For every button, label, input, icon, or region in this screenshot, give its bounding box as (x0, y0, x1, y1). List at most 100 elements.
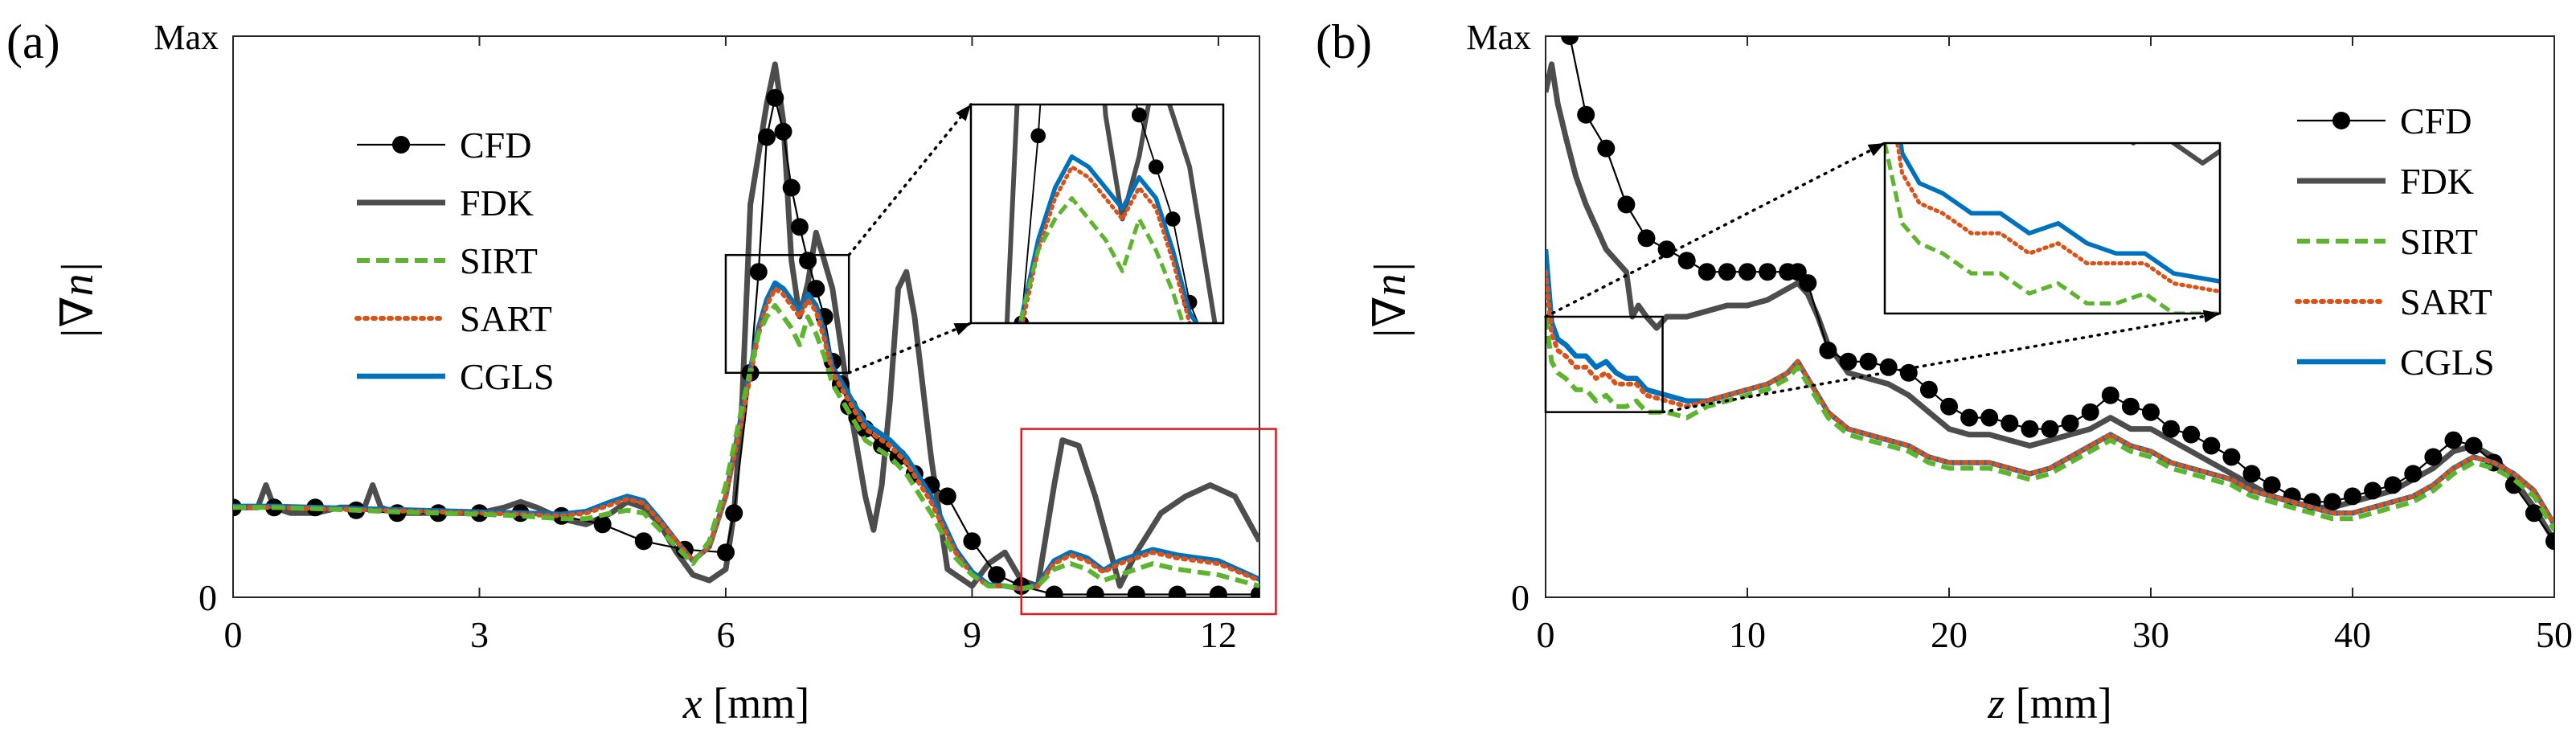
inset-cfd-marker (2340, 55, 2355, 71)
series-cfd-marker (2384, 476, 2402, 494)
series-cfd-marker (2101, 386, 2119, 404)
series-cfd-marker (2081, 403, 2099, 421)
legend-label-fdk: FDK (2400, 161, 2474, 202)
axes-frame (232, 35, 1260, 598)
inset-cfd-marker (2057, 727, 2072, 742)
inset-frame (969, 103, 1225, 325)
y-axis-label: |∇n| (53, 261, 103, 340)
series-cfd-marker (1637, 229, 1656, 248)
inset-cfd-marker (1148, 159, 1164, 175)
series-cfd-marker (2364, 482, 2382, 500)
inset-cfd-marker (459, 576, 474, 591)
x-tick-label: 3 (470, 614, 489, 655)
panel-label: (a) (6, 15, 60, 68)
inset-cfd-marker (375, 576, 390, 591)
series-cfd-marker (2182, 425, 2201, 444)
inset-cfd-marker (2455, 55, 2471, 71)
x-tick-label: 0 (224, 614, 243, 655)
inset-cfd-marker (1973, 727, 1988, 742)
series-cfd-marker (2061, 414, 2079, 432)
series-cfd-marker (1657, 240, 1676, 259)
series-cfd-marker (988, 566, 1006, 584)
inset-cfd-marker (1569, 711, 1584, 727)
series-cfd-marker (1738, 263, 1756, 281)
series-cfd-marker (963, 532, 981, 551)
inset-cfd-marker (1889, 727, 1904, 742)
series-cfd-marker (1251, 585, 1259, 597)
legend-marker-cfd (392, 136, 410, 154)
inset-cfd-marker (711, 596, 727, 612)
series-cfd-marker (1577, 105, 1595, 124)
x-axis-unit: [mm] (702, 679, 809, 727)
series-cfd-marker (1759, 263, 1777, 281)
series-cfd-marker (1677, 252, 1696, 270)
series-cfd-marker (1879, 358, 1898, 376)
inset-cfd-marker (122, 566, 137, 581)
inset-frame (1883, 141, 2222, 315)
inset-sart-line (1020, 165, 1193, 323)
inset-cfd-marker (1518, 691, 1534, 706)
x-axis-label: z [mm] (1987, 679, 2112, 727)
inset-cfd-marker (290, 576, 305, 591)
inset-plot (122, 105, 2072, 742)
series-cfd-marker (938, 487, 956, 506)
zoom-connector-arrowhead (956, 105, 971, 121)
zoom-connector-arrowhead (953, 323, 971, 335)
series-cfd-marker (634, 532, 653, 551)
series-sart-line (1546, 269, 2554, 527)
series-cfd-marker (717, 543, 735, 562)
zoom-source-box (724, 253, 850, 375)
legend-label-fdk: FDK (460, 182, 534, 223)
inset-cfd-marker (879, 644, 895, 659)
series-sirt-line (1546, 316, 2554, 531)
legend: CFD FDK SIRT SART CGLS (2295, 100, 2495, 383)
series-cfd-marker (1127, 585, 1145, 597)
series-cfd-marker (2525, 504, 2543, 523)
x-tick-label: 9 (963, 614, 981, 655)
inset-cfd-marker (1804, 727, 1820, 742)
inset-cfd-marker (1233, 399, 1248, 414)
series-cfd-marker (1561, 36, 1579, 45)
series-cfd-marker (2545, 532, 2554, 551)
series-cfd-marker (2121, 397, 2140, 416)
series-cfd-marker (749, 263, 768, 281)
series-cfd-marker (2001, 414, 2019, 432)
inset-cfd-marker (1216, 378, 1231, 393)
inset-cfd-marker (1384, 524, 1399, 539)
series-cfd-marker (782, 178, 801, 197)
legend-label-sirt: SIRT (2400, 221, 2478, 262)
series-cfd-marker (2424, 448, 2443, 466)
inset-cfd-marker (1636, 727, 1652, 742)
series-cfd-marker (799, 252, 817, 270)
highlight-box (1020, 428, 1277, 616)
inset-cfd-marker (2513, 55, 2529, 71)
x-axis-label: x [mm] (682, 679, 809, 727)
zoom-connector (1661, 312, 2222, 414)
x-tick-label: 6 (716, 614, 735, 655)
series-cfd-marker (807, 280, 825, 298)
legend-label-cfd: CFD (2400, 100, 2472, 141)
x-tick-label: 50 (2536, 614, 2573, 655)
inset-cfd-marker (543, 576, 558, 591)
x-tick-label: 10 (1729, 614, 1766, 655)
inset-cgls-line (1898, 143, 2220, 284)
x-tick-label: 12 (1200, 614, 1237, 655)
legend-label-sart: SART (2400, 281, 2492, 322)
series-cfd-marker (2444, 431, 2463, 449)
legend-label-sart: SART (460, 298, 552, 339)
series-cfd-marker (1940, 397, 1958, 416)
legend-label-sirt: SIRT (460, 240, 538, 281)
series-cfd-marker (758, 128, 776, 146)
inset-cfd-marker (1165, 211, 1181, 227)
series-cfd-marker (1859, 352, 1878, 371)
inset-cfd-marker (2398, 55, 2413, 71)
y-tick-label-zero: 0 (1511, 577, 1530, 618)
series-cfd-marker (1086, 585, 1104, 597)
inset-cfd-marker (1350, 503, 1366, 518)
y-tick-label-zero: 0 (199, 577, 217, 618)
inset-cfd-marker (1250, 420, 1265, 435)
x-tick-label: 0 (1537, 614, 1555, 655)
inset-cgls-line (1018, 154, 1199, 323)
inset-cfd-marker (1283, 451, 1298, 466)
zoom-connector (1544, 141, 1886, 318)
